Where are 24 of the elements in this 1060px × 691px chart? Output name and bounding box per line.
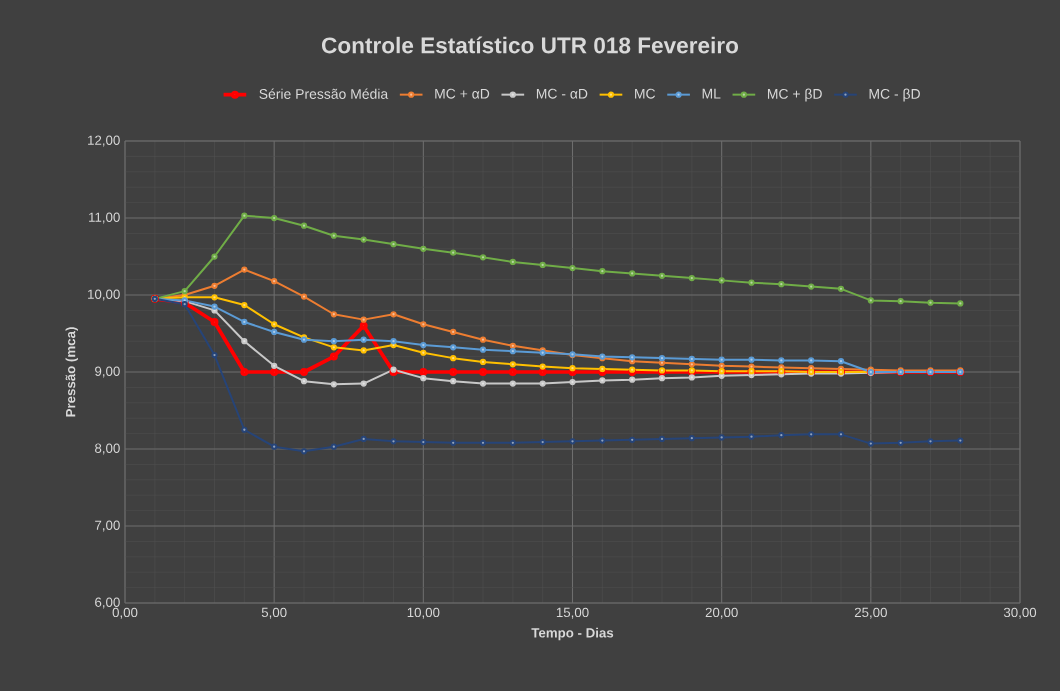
y-tick-label: 10,00 xyxy=(88,289,120,301)
y-tick-label: 7,00 xyxy=(95,520,120,532)
y-tick-label: 6,00 xyxy=(95,597,120,609)
legend-label: MC + αD xyxy=(435,88,490,99)
legend-label: MC - βD xyxy=(869,88,920,102)
x-tick-label: 0,00 xyxy=(112,607,138,619)
x-tick-label: 30,00 xyxy=(1003,607,1037,619)
y-tick-label: 11,00 xyxy=(89,212,120,224)
y-tick-label: 12,00 xyxy=(88,135,120,147)
x-tick-label: 10,00 xyxy=(407,607,440,619)
y-tick-label: 9,00 xyxy=(95,366,120,378)
chart-title: Controle Estatístico UTR 018 Fevereiro xyxy=(321,36,739,54)
legend-label: ML xyxy=(702,88,721,99)
x-tick-label: 20,00 xyxy=(705,607,738,619)
x-tick-label: 15,00 xyxy=(556,607,589,619)
x-tick-label: 5,00 xyxy=(261,607,287,619)
legend-label: MC + βD xyxy=(767,88,822,102)
y-axis-title: Pressão (mca) xyxy=(65,327,78,417)
legend-label: MC xyxy=(635,88,656,99)
y-tick-label: 8,00 xyxy=(95,443,120,455)
legend-label: Série Pressão Média xyxy=(259,88,389,99)
x-axis-title: Tempo - Dias xyxy=(531,627,614,641)
legend-label: MC - αD xyxy=(536,88,588,99)
x-tick-label: 25,00 xyxy=(854,607,887,619)
